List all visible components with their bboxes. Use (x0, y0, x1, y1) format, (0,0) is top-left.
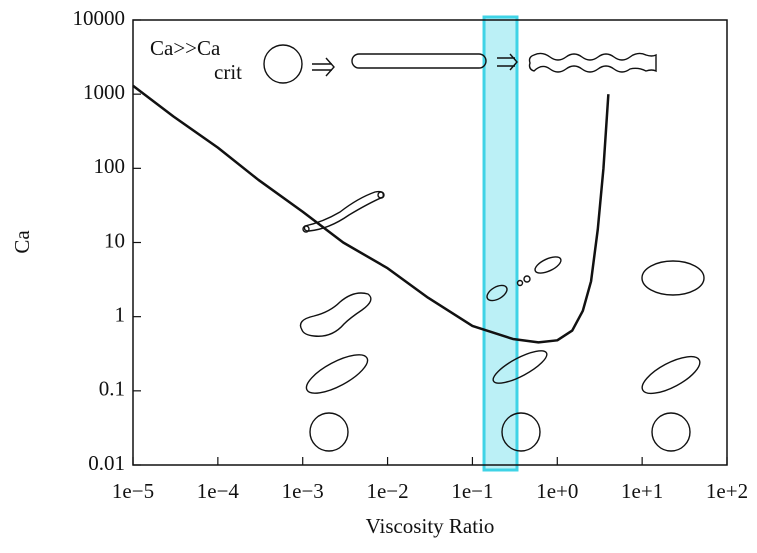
data-line (133, 86, 608, 343)
y-tick-label: 0.01 (88, 451, 125, 475)
x-tick-label: 1e+1 (621, 479, 663, 503)
drop-shape (352, 54, 486, 68)
y-tick-label: 1 (115, 302, 126, 326)
y-tick-label: 1000 (83, 80, 125, 104)
drop-shape (533, 254, 563, 277)
drop-shape (530, 53, 657, 72)
x-tick-label: 1e+2 (706, 479, 748, 503)
drop-shape (310, 413, 348, 451)
drop-shape (264, 45, 302, 83)
x-tick-label: 1e+0 (536, 479, 578, 503)
drop-shape (301, 347, 372, 400)
x-tick-label: 1e−2 (366, 479, 408, 503)
arrow (312, 58, 334, 76)
y-axis-label: Ca (10, 230, 34, 254)
drop-shape (642, 261, 704, 295)
x-tick-label: 1e−1 (451, 479, 493, 503)
y-tick-label: 10000 (73, 6, 126, 30)
chart: Ca>>Ca crit Viscosity Ratio Ca 1e−5 1e−4 1… (0, 0, 757, 548)
x-tick-label: 1e−3 (282, 479, 324, 503)
drop-shape (301, 293, 371, 336)
y-tick-label: 10 (104, 228, 125, 252)
annotation: Ca>>Ca (150, 36, 221, 60)
y-tick-label: 0.1 (99, 377, 125, 401)
x-axis-label: Viscosity Ratio (366, 514, 495, 538)
drop-shape (524, 276, 530, 282)
drop-shape (652, 413, 690, 451)
x-tick-label: 1e−4 (197, 479, 240, 503)
highlight-band (484, 17, 517, 470)
annotation-subscript: crit (214, 60, 242, 84)
plot-frame (133, 20, 727, 465)
drop-shape (305, 192, 384, 231)
drop-shape (637, 349, 705, 400)
y-tick-label: 100 (94, 154, 126, 178)
x-tick-label: 1e−5 (112, 479, 154, 503)
